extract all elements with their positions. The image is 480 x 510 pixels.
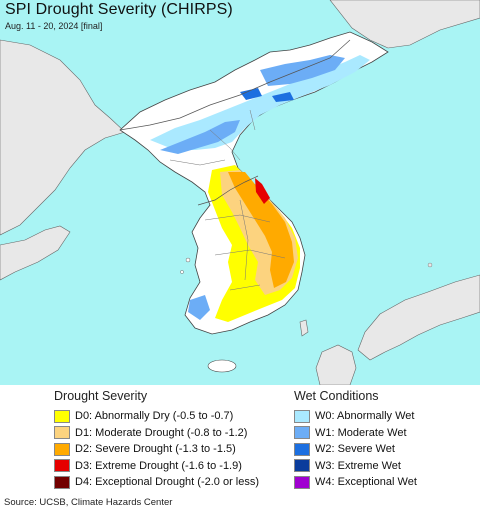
drought-legend-item: D0: Abnormally Dry (-0.5 to -0.7) bbox=[54, 408, 259, 425]
wet-legend-item: W1: Moderate Wet bbox=[294, 425, 417, 442]
wet-w2-northeast bbox=[240, 88, 262, 100]
drought-legend-item: D1: Moderate Drought (-0.8 to -1.2) bbox=[54, 425, 259, 442]
wet-legend-label: W4: Exceptional Wet bbox=[315, 476, 417, 489]
drought-legend-item: D2: Severe Drought (-1.3 to -1.5) bbox=[54, 441, 259, 458]
border-china-korea bbox=[119, 39, 351, 131]
wet-legend-swatch bbox=[294, 475, 310, 489]
island bbox=[180, 270, 184, 274]
drought-legend-swatch bbox=[54, 442, 70, 456]
land-china-west-2 bbox=[0, 225, 71, 281]
wet-legend-heading: Wet Conditions bbox=[294, 389, 379, 403]
wet-legend-item: W4: Exceptional Wet bbox=[294, 474, 417, 491]
drought-legend-label: D1: Moderate Drought (-0.8 to -1.2) bbox=[75, 426, 248, 439]
wet-legend-swatch bbox=[294, 409, 310, 423]
land-japan-main bbox=[357, 274, 480, 361]
drought-legend-swatch bbox=[54, 409, 70, 423]
island bbox=[427, 262, 433, 268]
map-title: SPI Drought Severity (CHIRPS) bbox=[5, 1, 233, 18]
wet-legend-label: W3: Extreme Wet bbox=[315, 459, 401, 472]
legend: Drought Severity D0: Abnormally Dry (-0.… bbox=[0, 385, 480, 495]
wet-w1-north bbox=[160, 120, 240, 154]
wet-legend-rows: W0: Abnormally Wet W1: Moderate Wet W2: Se… bbox=[294, 408, 417, 491]
drought-d2 bbox=[228, 172, 294, 288]
drought-legend-label: D2: Severe Drought (-1.3 to -1.5) bbox=[75, 443, 236, 456]
wet-legend-item: W2: Severe Wet bbox=[294, 441, 417, 458]
drought-legend-heading: Drought Severity bbox=[54, 389, 148, 403]
source-credit: Source: UCSB, Climate Hazards Center bbox=[4, 497, 173, 508]
land-japan-kyushu bbox=[315, 344, 357, 385]
drought-legend-rows: D0: Abnormally Dry (-0.5 to -0.7) D1: Mod… bbox=[54, 408, 259, 491]
wet-legend-swatch bbox=[294, 459, 310, 473]
drought-legend-label: D4: Exceptional Drought (-2.0 or less) bbox=[75, 476, 260, 489]
land-jeju bbox=[207, 359, 237, 373]
land-russia-north bbox=[329, 0, 480, 49]
land-tsushima bbox=[299, 319, 309, 337]
wet-legend-label: W0: Abnormally Wet bbox=[315, 410, 415, 423]
wet-legend-swatch bbox=[294, 426, 310, 440]
drought-legend-label: D3: Extreme Drought (-1.6 to -1.9) bbox=[75, 459, 242, 472]
drought-legend-item: D3: Extreme Drought (-1.6 to -1.9) bbox=[54, 458, 259, 475]
wet-legend-item: W3: Extreme Wet bbox=[294, 458, 417, 475]
map-subtitle: Aug. 11 - 20, 2024 [final] bbox=[5, 21, 103, 31]
island bbox=[185, 257, 191, 263]
wet-w1-northeast bbox=[260, 55, 345, 86]
drought-legend-item: D4: Exceptional Drought (-2.0 or less) bbox=[54, 474, 259, 491]
wet-legend: Wet Conditions W0: Abnormally Wet W1: Mod… bbox=[294, 389, 417, 491]
wet-w2-northeast-2 bbox=[272, 92, 294, 102]
border-provinces bbox=[169, 109, 286, 291]
drought-legend-swatch bbox=[54, 475, 70, 489]
wet-legend-label: W2: Severe Wet bbox=[315, 443, 395, 456]
wet-w1-southwest bbox=[188, 295, 210, 320]
land-china-west bbox=[0, 39, 126, 236]
wet-legend-swatch bbox=[294, 442, 310, 456]
drought-map[interactable]: SPI Drought Severity (CHIRPS) Aug. 11 - … bbox=[0, 0, 480, 385]
drought-legend: Drought Severity D0: Abnormally Dry (-0.… bbox=[54, 389, 259, 491]
drought-legend-label: D0: Abnormally Dry (-0.5 to -0.7) bbox=[75, 410, 234, 423]
border-dmz bbox=[197, 175, 259, 206]
wet-legend-label: W1: Moderate Wet bbox=[315, 426, 407, 439]
drought-d3 bbox=[255, 178, 270, 204]
wet-w0-north bbox=[150, 55, 370, 150]
land-korea-manchuria bbox=[119, 31, 389, 335]
drought-legend-swatch bbox=[54, 459, 70, 473]
map-canvas bbox=[0, 0, 480, 385]
drought-legend-swatch bbox=[54, 426, 70, 440]
wet-legend-item: W0: Abnormally Wet bbox=[294, 408, 417, 425]
